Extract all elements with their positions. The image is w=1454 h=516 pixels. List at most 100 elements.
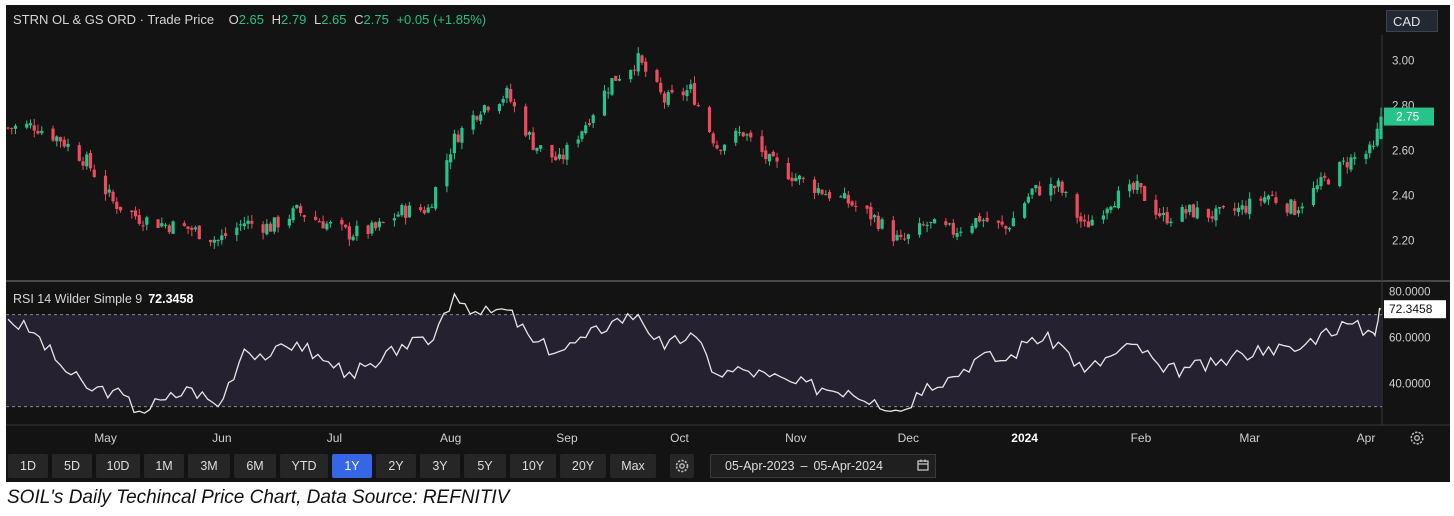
candle-body xyxy=(66,143,70,147)
legend-separator: · xyxy=(139,12,145,27)
timeframe-button-1y[interactable]: 1Y xyxy=(332,454,372,478)
timeframe-button-1m[interactable]: 1M xyxy=(144,454,184,478)
candle-body xyxy=(197,225,201,240)
candle-body xyxy=(1109,206,1113,210)
candle-body xyxy=(497,104,502,112)
candle-body xyxy=(535,147,539,151)
rsi-line xyxy=(7,292,1382,414)
candle-body xyxy=(749,132,753,138)
candle-body xyxy=(295,204,299,208)
timeframe-button-20y[interactable]: 20Y xyxy=(560,454,606,478)
candle-body xyxy=(1236,207,1241,212)
candle-body xyxy=(1214,208,1218,221)
price-legend: STRN OL & GS ORD · Trade Price O2.65 H2.… xyxy=(13,12,486,27)
timeframe-button-1d[interactable]: 1D xyxy=(8,454,48,478)
candle-body xyxy=(801,177,805,179)
candle-body xyxy=(696,105,700,107)
candle-body xyxy=(1008,228,1012,230)
candle-body xyxy=(449,154,453,163)
candle-body xyxy=(1056,180,1060,187)
month-label: Sep xyxy=(556,431,578,445)
date-range-picker[interactable]: 05-Apr-2023–05-Apr-2024 xyxy=(710,454,936,478)
candle-body xyxy=(426,207,430,213)
candle-body xyxy=(1195,207,1199,219)
candle-body xyxy=(587,123,592,126)
candle-body xyxy=(317,221,321,223)
candle-body xyxy=(193,227,198,230)
candle-body xyxy=(85,154,89,167)
candle-body xyxy=(1128,184,1132,192)
candle-body xyxy=(325,223,329,230)
candle-body xyxy=(145,217,149,225)
timeframe-button-ytd[interactable]: YTD xyxy=(280,454,328,478)
timeframe-button-max[interactable]: Max xyxy=(610,454,656,478)
candle-body xyxy=(539,145,543,149)
candle-body xyxy=(1083,219,1087,222)
candle-body xyxy=(208,239,213,243)
price-tick-label: 2.40 xyxy=(1392,190,1414,202)
candle-body xyxy=(662,93,667,103)
candle-body xyxy=(265,223,269,235)
date-to: 05-Apr-2024 xyxy=(813,459,883,473)
timeframe-button-6m[interactable]: 6M xyxy=(234,454,276,478)
calendar-icon xyxy=(917,459,929,471)
open-value: 2.65 xyxy=(238,12,265,27)
candle-body xyxy=(242,223,246,227)
chart-frame: 3.00 2.80 2.60 2.40 2.20 80.0000 60.0000 40.000… xyxy=(6,5,1450,482)
candle-body xyxy=(947,223,952,225)
chart-canvas[interactable]: 3.002.802.602.402.2080.000060.000040.000… xyxy=(6,5,1450,482)
currency-selector[interactable]: CAD xyxy=(1386,10,1438,32)
candle-body xyxy=(565,144,569,160)
candle-body xyxy=(366,225,370,235)
candle-body xyxy=(741,132,745,137)
candle-body xyxy=(1368,144,1372,154)
candle-body xyxy=(955,232,959,237)
candle-body xyxy=(220,235,224,241)
candle-body xyxy=(1053,185,1057,189)
settings-icon[interactable] xyxy=(1409,430,1425,446)
timeframe-button-3m[interactable]: 3M xyxy=(188,454,230,478)
candle-body xyxy=(591,115,595,124)
candle-body xyxy=(970,225,974,233)
candle-body xyxy=(1116,190,1121,209)
candle-body xyxy=(722,144,727,151)
candle-body xyxy=(190,227,194,230)
candle-body xyxy=(479,114,483,121)
candle-body xyxy=(419,207,423,211)
candle-body xyxy=(156,219,160,228)
candle-body xyxy=(1034,185,1038,189)
timeframe-button-3y[interactable]: 3Y xyxy=(420,454,460,478)
candle-body xyxy=(36,130,40,134)
month-label: Nov xyxy=(785,431,806,445)
candle-body xyxy=(299,206,303,214)
candle-body xyxy=(501,98,505,103)
timeframe-button-5y[interactable]: 5Y xyxy=(464,454,506,478)
candle-body xyxy=(396,214,400,217)
candle-body xyxy=(786,162,790,180)
candle-body xyxy=(212,239,216,243)
chart-options-button[interactable] xyxy=(670,454,694,478)
rsi-last-tag xyxy=(1384,300,1446,319)
candle-body xyxy=(291,208,295,221)
candle-body xyxy=(1240,205,1244,210)
candle-body xyxy=(404,205,408,218)
candle-body xyxy=(1349,157,1353,170)
candle-body xyxy=(133,210,138,217)
timeframe-button-5d[interactable]: 5D xyxy=(52,454,92,478)
timeframe-button-2y[interactable]: 2Y xyxy=(376,454,416,478)
candle-body xyxy=(238,224,243,226)
last-price-label: 2.75 xyxy=(1396,110,1420,124)
candle-body xyxy=(1165,211,1169,224)
month-label: 2024 xyxy=(1011,431,1038,445)
candle-body xyxy=(62,139,66,147)
rsi-tick-label: 40.0000 xyxy=(1389,379,1431,391)
candle-body xyxy=(872,215,877,218)
candle-body xyxy=(929,221,933,223)
candle-body xyxy=(1233,208,1237,211)
timeframe-button-10d[interactable]: 10D xyxy=(96,454,140,478)
candle-body xyxy=(1375,128,1379,146)
candle-body xyxy=(32,125,36,131)
timeframe-button-10y[interactable]: 10Y xyxy=(510,454,556,478)
candle-body xyxy=(268,223,273,232)
candle-body xyxy=(287,218,291,226)
